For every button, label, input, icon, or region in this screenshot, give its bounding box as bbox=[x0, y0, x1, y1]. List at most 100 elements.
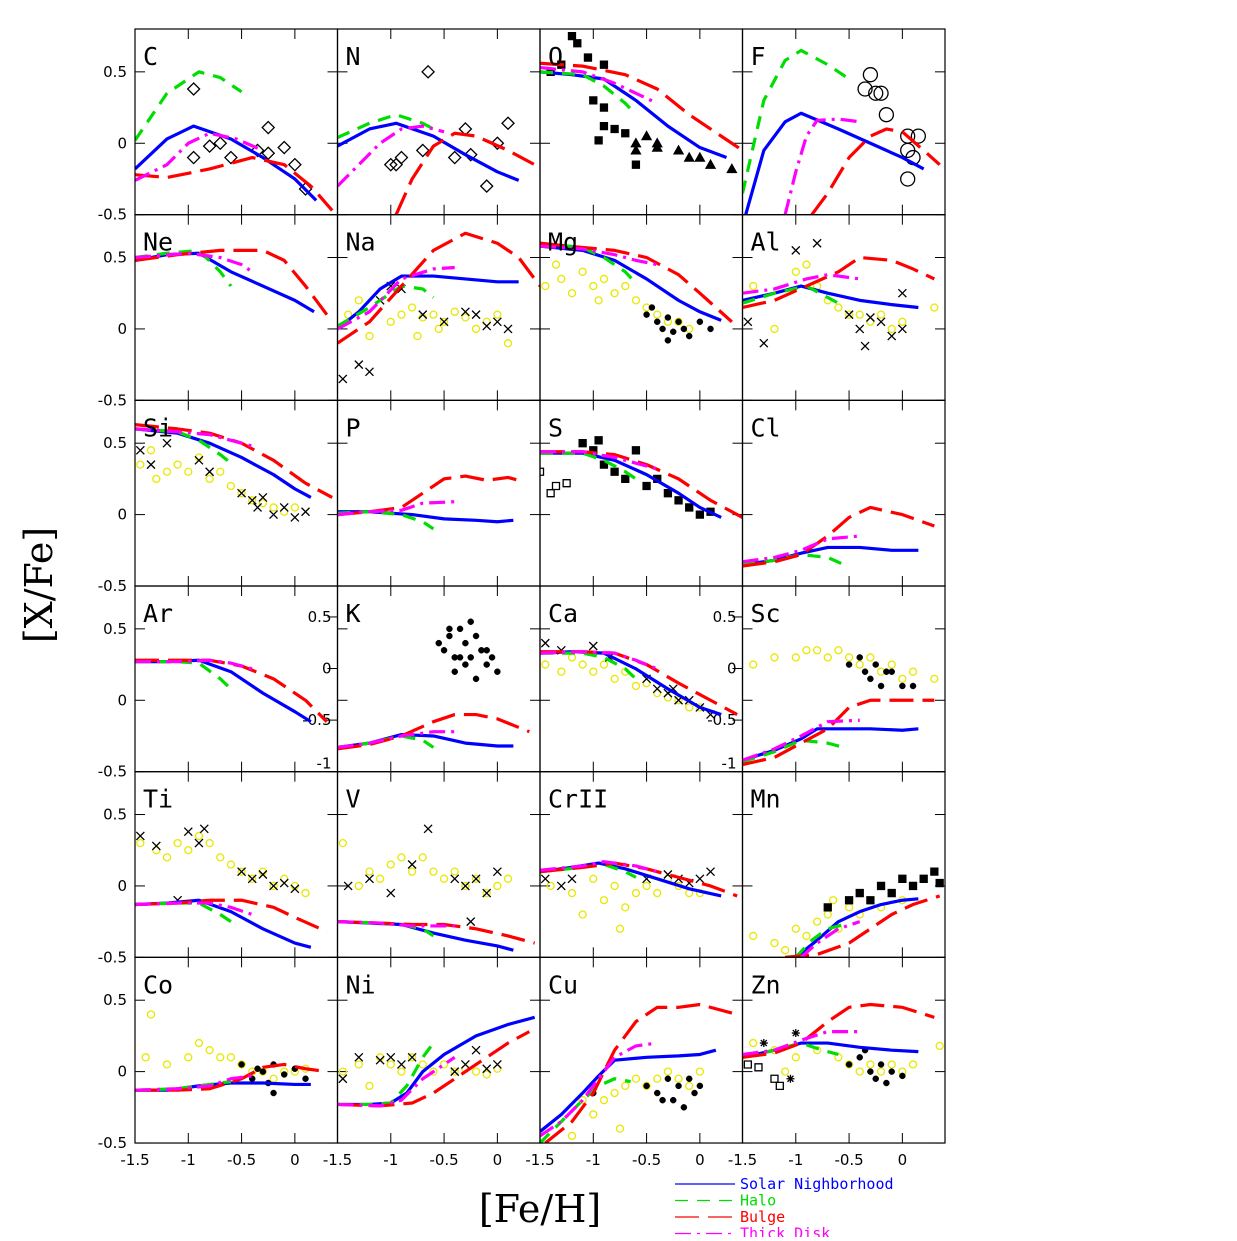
model-line bbox=[742, 1030, 860, 1057]
data-point bbox=[186, 82, 201, 96]
data-point bbox=[460, 1060, 470, 1069]
data-point bbox=[664, 337, 672, 344]
data-point bbox=[386, 317, 395, 326]
data-point bbox=[823, 653, 832, 662]
model-line bbox=[135, 660, 233, 691]
x-tick-label: -1.5 bbox=[728, 1151, 757, 1169]
data-point bbox=[642, 481, 651, 491]
panel: -1.5 -1 -0.5 0 Ni bbox=[323, 956, 541, 1169]
legend-label: Thick Disk bbox=[740, 1225, 830, 1238]
data-point bbox=[897, 324, 907, 334]
data-point bbox=[343, 881, 353, 891]
data-point bbox=[754, 1063, 763, 1072]
model-line bbox=[135, 1080, 232, 1092]
data-point bbox=[567, 874, 577, 884]
data-point bbox=[194, 831, 204, 841]
panel-title: Mn bbox=[751, 785, 781, 814]
data-point bbox=[503, 339, 513, 348]
data-point bbox=[258, 493, 268, 502]
data-point bbox=[642, 881, 651, 891]
data-point bbox=[562, 479, 571, 488]
y-tick-label: 0.5 bbox=[103, 620, 127, 638]
data-point bbox=[435, 639, 442, 647]
data-point bbox=[743, 317, 753, 327]
model-line bbox=[794, 897, 919, 958]
data-point bbox=[743, 1060, 752, 1069]
data-point bbox=[791, 245, 801, 255]
plot-area bbox=[742, 646, 939, 767]
plot-area bbox=[742, 238, 939, 351]
data-point bbox=[567, 888, 577, 898]
data-point bbox=[759, 1039, 768, 1048]
model-line bbox=[337, 730, 455, 749]
data-point bbox=[429, 310, 438, 319]
model-line bbox=[135, 901, 253, 917]
data-point bbox=[621, 281, 630, 291]
data-point bbox=[860, 341, 870, 351]
data-point bbox=[664, 314, 672, 321]
data-point bbox=[540, 638, 550, 648]
data-point bbox=[674, 317, 683, 326]
data-point bbox=[290, 512, 300, 522]
panel-title: Ti bbox=[143, 785, 173, 814]
data-point bbox=[844, 310, 854, 320]
data-point bbox=[630, 137, 642, 148]
data-point bbox=[450, 1067, 460, 1077]
data-point bbox=[877, 682, 885, 690]
data-point bbox=[775, 1081, 784, 1091]
model-line bbox=[742, 718, 860, 762]
data-point bbox=[780, 946, 790, 955]
data-point bbox=[887, 331, 897, 341]
data-point bbox=[844, 1060, 854, 1069]
data-point bbox=[162, 467, 172, 476]
model-line bbox=[540, 1048, 717, 1133]
data-point bbox=[541, 660, 550, 669]
data-point bbox=[599, 121, 609, 131]
data-point bbox=[386, 888, 396, 898]
data-point bbox=[492, 867, 502, 877]
x-tick-label: -0.5 bbox=[834, 1151, 863, 1169]
data-point bbox=[418, 1060, 427, 1069]
data-point bbox=[594, 136, 603, 145]
y-tick-label: 0.5 bbox=[103, 434, 127, 452]
data-point bbox=[908, 1060, 918, 1069]
x-tick-label: 0 bbox=[493, 1151, 503, 1169]
data-point bbox=[259, 1068, 267, 1075]
data-point bbox=[567, 1131, 577, 1141]
model-line bbox=[337, 510, 435, 531]
data-point bbox=[354, 881, 363, 891]
data-point bbox=[482, 888, 491, 898]
panel: N bbox=[336, 28, 541, 216]
data-point bbox=[823, 903, 832, 912]
data-point bbox=[621, 1081, 630, 1091]
data-point bbox=[696, 318, 704, 326]
panel-title: Ar bbox=[143, 599, 173, 628]
y-tick-label: 0.5 bbox=[103, 63, 127, 81]
data-point bbox=[791, 653, 800, 662]
x-tick-label: -0.5 bbox=[429, 1151, 458, 1169]
data-point bbox=[269, 510, 279, 520]
data-point bbox=[599, 103, 609, 112]
data-point bbox=[354, 1060, 363, 1069]
data-point bbox=[460, 881, 470, 891]
data-point bbox=[653, 318, 661, 326]
data-point bbox=[653, 888, 662, 898]
data-point bbox=[589, 667, 598, 676]
data-point bbox=[780, 1067, 790, 1076]
panel-title: Cu bbox=[548, 970, 578, 999]
model-line bbox=[742, 255, 936, 310]
model-line bbox=[135, 901, 232, 923]
data-point bbox=[162, 438, 172, 448]
data-point bbox=[250, 143, 265, 158]
data-point bbox=[855, 1067, 864, 1076]
data-point bbox=[770, 938, 779, 948]
panel: -1.5 -1 -0.5 0 -0.5 0 0.5 Co bbox=[98, 956, 339, 1169]
plot-area bbox=[135, 423, 333, 522]
data-point bbox=[439, 874, 449, 883]
data-point bbox=[135, 831, 145, 841]
data-point bbox=[672, 144, 685, 155]
model-line bbox=[540, 244, 658, 267]
data-point bbox=[152, 474, 161, 484]
data-point bbox=[878, 107, 895, 123]
data-point bbox=[471, 1067, 481, 1076]
